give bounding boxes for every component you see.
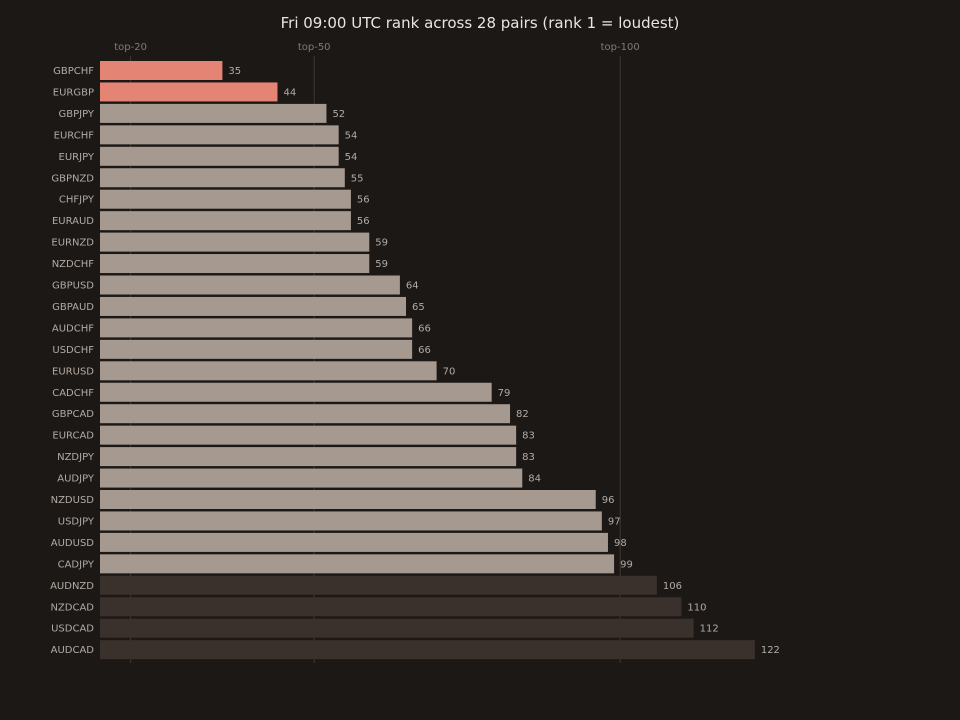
value-label-euraud: 56 xyxy=(357,216,370,227)
value-label-usdcad: 112 xyxy=(700,624,719,635)
value-label-nzdjpy: 83 xyxy=(522,452,535,463)
bar-eurchf xyxy=(100,125,339,145)
value-label-nzdchf: 59 xyxy=(375,259,388,270)
value-label-eurchf: 54 xyxy=(345,130,358,141)
category-label-nzdjpy: NZDJPY xyxy=(57,452,95,463)
value-label-usdjpy: 97 xyxy=(608,516,621,527)
category-label-euraud: EURAUD xyxy=(52,216,94,227)
bar-audnzd xyxy=(100,575,657,595)
value-label-audcad: 122 xyxy=(761,645,780,656)
value-label-cadchf: 79 xyxy=(498,388,511,399)
category-label-gbpcad: GBPCAD xyxy=(52,409,94,420)
category-label-gbpusd: GBPUSD xyxy=(52,281,94,292)
category-label-audchf: AUDCHF xyxy=(52,323,94,334)
category-label-eurusd: EURUSD xyxy=(52,366,94,377)
value-label-audchf: 66 xyxy=(418,323,431,334)
category-label-audnzd: AUDNZD xyxy=(50,581,94,592)
value-label-nzdusd: 96 xyxy=(602,495,615,506)
category-label-eurchf: EURCHF xyxy=(54,130,95,141)
value-label-gbpusd: 64 xyxy=(406,281,419,292)
value-label-gbpcad: 82 xyxy=(516,409,529,420)
category-label-chfjpy: CHFJPY xyxy=(59,195,95,206)
value-label-eurjpy: 54 xyxy=(345,152,358,163)
value-label-nzdcad: 110 xyxy=(687,602,706,613)
reference-label-top-20: top-20 xyxy=(114,42,147,53)
category-label-eurgbp: EURGBP xyxy=(53,87,94,98)
value-label-gbpaud: 65 xyxy=(412,302,425,313)
bar-euraud xyxy=(100,211,351,231)
chart-title: Fri 09:00 UTC rank across 28 pairs (rank… xyxy=(281,14,680,32)
bar-nzdchf xyxy=(100,254,370,274)
category-label-cadjpy: CADJPY xyxy=(58,559,95,570)
value-label-audusd: 98 xyxy=(614,538,627,549)
category-label-gbpchf: GBPCHF xyxy=(53,66,94,77)
value-label-usdchf: 66 xyxy=(418,345,431,356)
value-label-chfjpy: 56 xyxy=(357,195,370,206)
bar-cadchf xyxy=(100,382,492,402)
bar-audjpy xyxy=(100,468,523,488)
category-label-audusd: AUDUSD xyxy=(51,538,95,549)
category-label-audcad: AUDCAD xyxy=(51,645,95,656)
bar-eurusd xyxy=(100,361,437,381)
value-label-eurcad: 83 xyxy=(522,431,535,442)
bar-chfjpy xyxy=(100,189,351,209)
bar-nzdusd xyxy=(100,490,596,509)
bar-eurjpy xyxy=(100,146,339,166)
category-label-nzdchf: NZDCHF xyxy=(52,259,95,270)
value-label-audnzd: 106 xyxy=(663,581,682,592)
category-label-usdcad: USDCAD xyxy=(51,624,94,635)
reference-label-top-100: top-100 xyxy=(601,42,640,53)
bar-nzdcad xyxy=(100,597,682,617)
category-label-eurnzd: EURNZD xyxy=(51,238,94,249)
category-label-eurjpy: EURJPY xyxy=(59,152,95,163)
category-label-audjpy: AUDJPY xyxy=(57,474,95,485)
bar-usdcad xyxy=(100,618,694,638)
bar-eurgbp xyxy=(100,82,278,102)
reference-labels: top-20 top-50 top-100 xyxy=(114,42,640,53)
category-label-usdchf: USDCHF xyxy=(52,345,94,356)
bar-usdchf xyxy=(100,339,413,359)
value-labels: 3544525454555656595964656666707982838384… xyxy=(228,66,780,656)
value-label-eurnzd: 59 xyxy=(375,238,388,249)
bar-eurcad xyxy=(100,425,517,445)
category-label-nzdcad: NZDCAD xyxy=(50,602,94,613)
bar-audchf xyxy=(100,318,413,338)
bar-gbpaud xyxy=(100,296,406,316)
bar-audusd xyxy=(100,532,608,552)
value-label-gbpjpy: 52 xyxy=(332,109,345,120)
bar-gbpcad xyxy=(100,404,511,424)
value-label-audjpy: 84 xyxy=(528,474,541,485)
category-label-usdjpy: USDJPY xyxy=(58,516,95,527)
bars xyxy=(100,61,755,660)
category-label-nzdusd: NZDUSD xyxy=(51,495,95,506)
bar-gbpusd xyxy=(100,275,400,295)
value-label-cadjpy: 99 xyxy=(620,559,633,570)
category-label-gbpjpy: GBPJPY xyxy=(58,109,94,120)
bar-cadjpy xyxy=(100,554,615,574)
category-labels: GBPCHF EURGBP GBPJPY EURCHF EURJPY GBPNZD CHFJ… xyxy=(50,66,95,656)
reference-label-top-50: top-50 xyxy=(298,42,331,53)
category-label-gbpaud: GBPAUD xyxy=(52,302,94,313)
bar-gbpnzd xyxy=(100,168,345,188)
bar-gbpchf xyxy=(100,61,223,80)
value-label-eurgbp: 44 xyxy=(283,87,296,98)
category-label-cadchf: CADCHF xyxy=(52,388,94,399)
category-label-eurcad: EURCAD xyxy=(52,431,94,442)
value-label-gbpnzd: 55 xyxy=(351,173,364,184)
value-label-gbpchf: 35 xyxy=(228,66,241,77)
value-label-eurusd: 70 xyxy=(443,366,456,377)
bar-usdjpy xyxy=(100,511,602,531)
bar-gbpjpy xyxy=(100,103,327,123)
bar-eurnzd xyxy=(100,232,370,252)
bar-nzdjpy xyxy=(100,447,517,467)
category-label-gbpnzd: GBPNZD xyxy=(51,173,94,184)
bar-audcad xyxy=(100,640,755,660)
